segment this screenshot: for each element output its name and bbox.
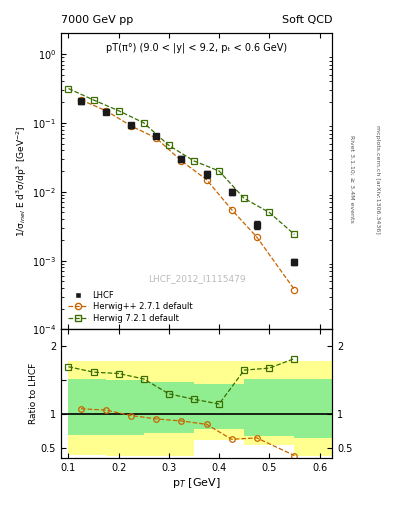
Legend: LHCF, Herwig++ 2.7.1 default, Herwig 7.2.1 default: LHCF, Herwig++ 2.7.1 default, Herwig 7.2… [65, 288, 195, 325]
Y-axis label: 1/σ$_{inel}$ E d$^3$σ/dp$^3$ [GeV$^{-2}$]: 1/σ$_{inel}$ E d$^3$σ/dp$^3$ [GeV$^{-2}$… [15, 125, 29, 237]
Text: Soft QCD: Soft QCD [282, 14, 332, 25]
Text: Rivet 3.1.10; ≥ 3.4M events: Rivet 3.1.10; ≥ 3.4M events [349, 135, 354, 223]
X-axis label: p$_T$ [GeV]: p$_T$ [GeV] [172, 476, 221, 490]
Text: 7000 GeV pp: 7000 GeV pp [61, 14, 133, 25]
Text: LHCF_2012_I1115479: LHCF_2012_I1115479 [148, 274, 245, 284]
Text: mcplots.cern.ch [arXiv:1306.3436]: mcplots.cern.ch [arXiv:1306.3436] [375, 125, 380, 233]
Y-axis label: Ratio to LHCF: Ratio to LHCF [29, 363, 38, 424]
Text: pT(π°) (9.0 < |y| < 9.2, pₜ < 0.6 GeV): pT(π°) (9.0 < |y| < 9.2, pₜ < 0.6 GeV) [106, 42, 287, 53]
